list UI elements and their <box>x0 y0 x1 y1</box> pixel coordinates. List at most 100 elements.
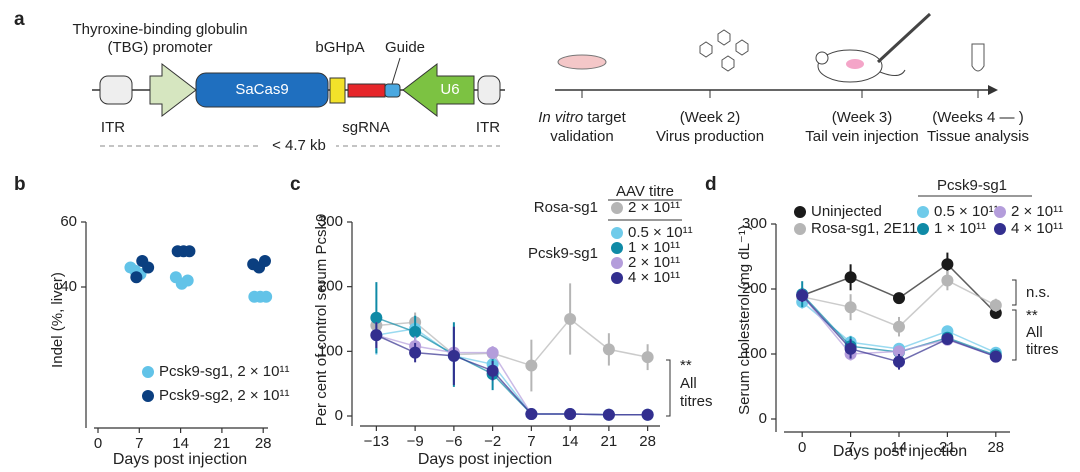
legend-label: 2 × 10¹¹ <box>628 199 680 216</box>
step-label-part: target <box>583 109 626 126</box>
annotation: titres <box>680 393 713 410</box>
data-point <box>989 299 1002 312</box>
step-label: (Weeks 4 — ) <box>932 109 1023 126</box>
legend-label: 1 × 10¹¹ <box>628 239 680 256</box>
legend-label: 4 × 10¹¹ <box>1011 220 1063 237</box>
data-point <box>602 408 615 421</box>
data-point <box>447 349 460 362</box>
x-axis-label: Days post injection <box>418 451 552 468</box>
legend-marker <box>611 202 623 214</box>
legend-marker <box>917 206 929 218</box>
data-point <box>370 329 383 342</box>
data-point <box>893 345 905 358</box>
tube-icon <box>971 43 985 72</box>
series-line <box>376 334 648 416</box>
x-tick-label: 21 <box>214 435 231 452</box>
step-label: (Week 3) <box>832 109 893 126</box>
data-point <box>260 290 273 303</box>
step-label-part: (Week 2) <box>680 109 741 126</box>
data-point <box>844 342 857 355</box>
annotation: ** <box>1026 307 1038 324</box>
data-point <box>258 255 271 267</box>
data-point <box>641 408 654 421</box>
annotation: titres <box>1026 341 1059 358</box>
annotation: n.s. <box>1026 284 1050 301</box>
x-tick-label: 21 <box>939 439 956 456</box>
data-point <box>409 346 422 359</box>
guide-label: Guide <box>385 39 425 56</box>
x-tick-label: 7 <box>527 433 535 450</box>
promoter-label: Thyroxine-binding globulin <box>72 21 247 38</box>
data-point <box>142 261 155 274</box>
legend-label: 2 × 10¹¹ <box>1011 203 1063 220</box>
data-point <box>796 289 809 302</box>
step-label-part: (Weeks 4 — ) <box>932 109 1023 126</box>
y-tick-label: 40 <box>60 278 77 295</box>
step-label: Virus production <box>656 128 764 145</box>
legend-marker <box>794 223 806 235</box>
promoter <box>149 62 197 118</box>
data-point <box>989 350 1002 363</box>
legend-label: 0.5 × 10¹¹ <box>934 203 999 220</box>
sgrna-label: sgRNA <box>342 119 390 136</box>
guide-pointer <box>391 57 401 85</box>
x-tick-label: −2 <box>484 433 501 450</box>
data-point <box>486 364 499 377</box>
legend-title: Pcsk9-sg1 <box>937 177 1007 194</box>
size-label: < 4.7 kb <box>272 137 326 154</box>
panel-label: c <box>290 174 301 195</box>
step-label-part: (Week 3) <box>832 109 893 126</box>
x-tick-label: 14 <box>891 439 908 456</box>
series-line <box>376 317 648 367</box>
legend-marker <box>142 366 154 378</box>
data-point <box>844 271 857 284</box>
legend-marker <box>611 227 623 239</box>
x-tick-label: 28 <box>255 435 272 452</box>
data-point <box>893 292 905 305</box>
panel-label: b <box>14 174 26 195</box>
legend-label: 2 × 10¹¹ <box>628 254 680 271</box>
legend-label: 0.5 × 10¹¹ <box>628 224 693 241</box>
data-point <box>641 351 654 364</box>
polya <box>329 77 346 104</box>
data-point <box>844 301 857 314</box>
x-tick-label: 0 <box>798 439 806 456</box>
step-label: (Week 2) <box>680 109 741 126</box>
step-label: Tissue analysis <box>927 128 1029 145</box>
sgrna <box>347 83 386 98</box>
legend-label: Pcsk9-sg1, 2 × 10¹¹ <box>159 363 289 380</box>
legend-marker <box>994 223 1006 235</box>
legend-title: AAV titre <box>616 183 674 200</box>
x-tick-label: 21 <box>601 433 618 450</box>
y-tick-label: 200 <box>742 280 767 297</box>
y-tick-label: 0 <box>759 410 767 427</box>
dish-icon <box>557 54 607 70</box>
u6 <box>402 62 475 118</box>
x-tick-label: −6 <box>445 433 462 450</box>
x-tick-label: 28 <box>987 439 1004 456</box>
data-point <box>941 274 954 287</box>
step-label: validation <box>550 128 613 145</box>
legend-label: Uninjected <box>811 203 882 220</box>
size-bg <box>262 136 336 156</box>
legend-marker <box>611 257 623 269</box>
x-tick-label: 0 <box>94 435 102 452</box>
panel-a: a SaCas9 U6 Thyroxine-binding globulin (… <box>14 9 998 156</box>
x-tick-label: −13 <box>364 433 389 450</box>
x-tick-label: 14 <box>172 435 189 452</box>
x-axis-label: Days post injection <box>833 443 967 460</box>
data-point <box>486 346 499 359</box>
legend-marker <box>917 223 929 235</box>
u6-label: U6 <box>440 81 459 98</box>
data-point <box>564 313 577 325</box>
promoter-label: (TBG) promoter <box>107 39 212 56</box>
annotation: All <box>680 375 697 392</box>
guide <box>384 83 401 98</box>
virus-icon <box>699 29 749 72</box>
data-point <box>130 271 143 284</box>
y-tick-label: 60 <box>60 213 77 230</box>
polya-label: bGHpA <box>315 39 364 56</box>
data-point <box>525 359 538 372</box>
legend-label: 4 × 10¹¹ <box>628 269 680 286</box>
